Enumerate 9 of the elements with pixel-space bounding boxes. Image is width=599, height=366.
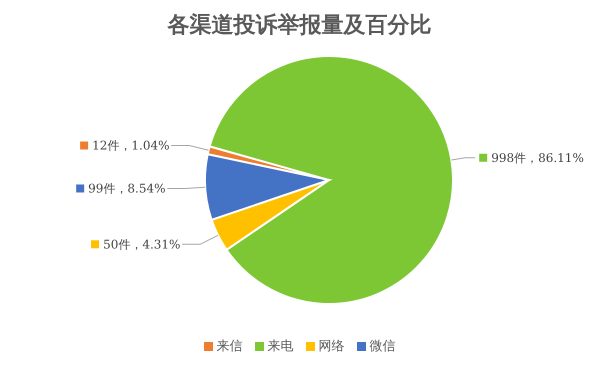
legend-label: 来信 bbox=[216, 338, 242, 355]
legend-label: 网络 bbox=[318, 338, 344, 355]
legend-label: 来电 bbox=[266, 338, 294, 355]
data-label: 50件，4.31% bbox=[103, 237, 180, 252]
chart-title: 各渠道投诉举报量及百分比 bbox=[166, 12, 432, 40]
data-label: 998件，86.11% bbox=[491, 150, 584, 165]
data-label: 12件，1.04% bbox=[92, 138, 170, 153]
data-label: 99件，8.54% bbox=[88, 182, 166, 196]
legend-label: 微信 bbox=[368, 338, 396, 355]
